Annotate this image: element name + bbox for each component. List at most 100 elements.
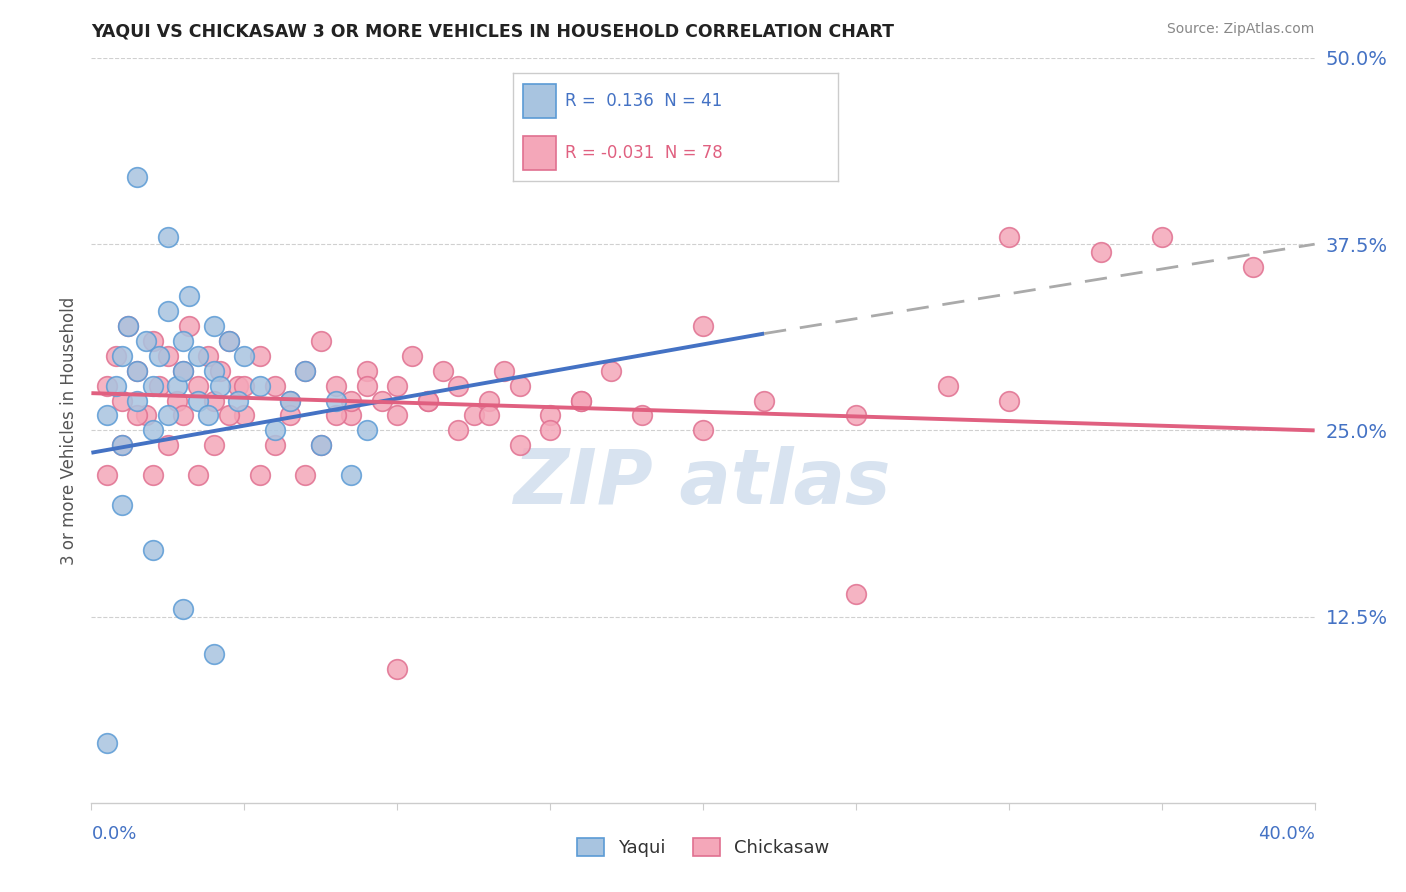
Point: [447, 423, 470, 437]
Point: [278, 409, 301, 423]
Point: [463, 409, 485, 423]
Point: [294, 468, 316, 483]
Point: [202, 438, 225, 452]
Point: [148, 349, 170, 363]
Point: [96, 468, 118, 483]
Point: [264, 438, 287, 452]
Point: [309, 438, 332, 452]
Point: [494, 364, 516, 378]
Point: [569, 393, 592, 408]
Point: [447, 378, 470, 392]
Point: [294, 364, 316, 378]
Text: YAQUI VS CHICKASAW 3 OR MORE VEHICLES IN HOUSEHOLD CORRELATION CHART: YAQUI VS CHICKASAW 3 OR MORE VEHICLES IN…: [91, 22, 894, 40]
Point: [218, 334, 240, 348]
Point: [141, 542, 163, 557]
Point: [249, 349, 271, 363]
Point: [202, 319, 225, 334]
Point: [156, 349, 179, 363]
Point: [127, 364, 149, 378]
Point: [172, 334, 194, 348]
Point: [197, 349, 219, 363]
Point: [309, 334, 332, 348]
Point: [127, 364, 149, 378]
Legend: Yaqui, Chickasaw: Yaqui, Chickasaw: [569, 830, 837, 864]
Point: [187, 349, 209, 363]
Point: [127, 393, 149, 408]
Y-axis label: 3 or more Vehicles in Household: 3 or more Vehicles in Household: [59, 296, 77, 565]
Point: [156, 229, 179, 244]
Point: [111, 393, 134, 408]
Point: [385, 409, 409, 423]
Point: [141, 378, 163, 392]
Point: [416, 393, 439, 408]
Point: [172, 364, 194, 378]
Point: [692, 423, 714, 437]
Point: [218, 334, 240, 348]
Point: [111, 349, 134, 363]
Point: [264, 423, 287, 437]
Point: [509, 438, 531, 452]
Point: [111, 498, 134, 512]
Point: [202, 364, 225, 378]
Point: [172, 409, 194, 423]
Point: [356, 423, 378, 437]
Point: [325, 378, 347, 392]
Text: 40.0%: 40.0%: [1258, 825, 1315, 843]
Point: [432, 364, 454, 378]
Point: [478, 393, 501, 408]
Point: [141, 334, 163, 348]
Point: [104, 349, 127, 363]
Point: [249, 468, 271, 483]
Point: [218, 409, 240, 423]
Point: [1090, 244, 1112, 259]
Point: [172, 602, 194, 616]
Point: [325, 393, 347, 408]
Point: [166, 393, 188, 408]
Point: [538, 409, 561, 423]
Point: [156, 438, 179, 452]
Point: [631, 409, 654, 423]
Point: [208, 364, 231, 378]
Point: [197, 409, 219, 423]
Point: [371, 393, 394, 408]
Point: [148, 378, 170, 392]
Point: [385, 378, 409, 392]
Point: [998, 393, 1021, 408]
Point: [845, 587, 868, 601]
Point: [111, 438, 134, 452]
Point: [208, 378, 231, 392]
Point: [294, 364, 316, 378]
Point: [340, 393, 363, 408]
Point: [135, 409, 157, 423]
Point: [754, 393, 776, 408]
Point: [249, 378, 271, 392]
Point: [233, 349, 256, 363]
Text: Source: ZipAtlas.com: Source: ZipAtlas.com: [1167, 22, 1315, 37]
Point: [127, 170, 149, 185]
Text: ZIP atlas: ZIP atlas: [515, 445, 891, 519]
Point: [1150, 229, 1173, 244]
Point: [356, 378, 378, 392]
Point: [845, 409, 868, 423]
Point: [141, 468, 163, 483]
Point: [356, 364, 378, 378]
Point: [135, 334, 157, 348]
Point: [117, 319, 139, 334]
Point: [156, 409, 179, 423]
Point: [264, 378, 287, 392]
Point: [278, 393, 301, 408]
Point: [936, 378, 959, 392]
Point: [998, 229, 1021, 244]
Point: [325, 409, 347, 423]
Point: [385, 662, 409, 676]
Point: [104, 378, 127, 392]
Point: [233, 409, 256, 423]
Point: [96, 409, 118, 423]
Point: [187, 468, 209, 483]
Point: [166, 378, 188, 392]
Text: 0.0%: 0.0%: [91, 825, 136, 843]
Point: [600, 364, 623, 378]
Point: [187, 393, 209, 408]
Point: [96, 736, 118, 750]
Point: [172, 364, 194, 378]
